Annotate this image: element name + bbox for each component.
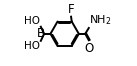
Text: B: B	[37, 27, 45, 40]
Text: NH$_2$: NH$_2$	[89, 13, 112, 27]
Text: HO: HO	[25, 16, 40, 26]
Text: F: F	[68, 3, 74, 16]
Text: O: O	[85, 42, 94, 55]
Text: HO: HO	[25, 41, 40, 51]
